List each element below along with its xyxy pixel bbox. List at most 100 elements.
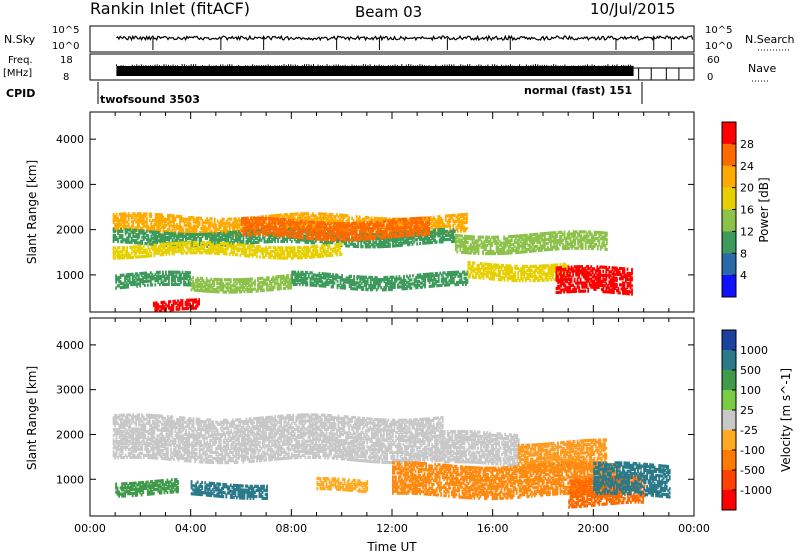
- data-cell: [198, 216, 201, 220]
- data-cell: [584, 242, 587, 246]
- data-cell: [337, 215, 340, 219]
- data-cell: [171, 250, 174, 254]
- data-cell: [583, 234, 586, 238]
- data-cell: [376, 228, 379, 232]
- data-cell: [126, 252, 128, 256]
- data-cell: [339, 246, 341, 250]
- data-cell: [148, 279, 151, 283]
- data-cell: [384, 240, 387, 244]
- data-cell: [336, 224, 338, 228]
- data-cell: [242, 221, 245, 225]
- data-cell: [360, 225, 363, 229]
- data-cell: [222, 248, 225, 252]
- data-cell: [482, 249, 484, 254]
- data-cell: [307, 214, 310, 218]
- data-cell: [194, 237, 196, 241]
- data-cell: [324, 252, 326, 256]
- data-cell: [550, 237, 552, 241]
- data-cell: [461, 250, 463, 254]
- data-cell: [556, 245, 558, 249]
- data-cell: [438, 219, 441, 223]
- data-cell: [455, 215, 458, 219]
- data-cell: [293, 248, 296, 252]
- data-cell: [231, 246, 234, 250]
- data-cell: [151, 230, 154, 234]
- data-cell: [497, 235, 499, 239]
- data-cell: [444, 214, 447, 218]
- data-cell: [476, 241, 478, 245]
- data-cell: [304, 228, 307, 232]
- data-cell: [286, 256, 289, 260]
- data-cell: [345, 228, 347, 232]
- data-cell: [299, 216, 302, 220]
- data-cell: [259, 216, 261, 220]
- data-cell: [167, 230, 169, 234]
- data-cell: [164, 239, 166, 243]
- data-cell: [304, 255, 307, 260]
- data-cell: [305, 230, 308, 234]
- data-cell: [497, 249, 499, 253]
- data-cell: [568, 236, 570, 240]
- data-cell: [281, 222, 284, 226]
- data-cell: [225, 246, 228, 250]
- data-cell: [298, 256, 301, 260]
- data-cell: [503, 249, 505, 253]
- data-cell: [210, 223, 213, 227]
- data-cell: [434, 221, 437, 225]
- data-cell: [525, 250, 528, 254]
- data-cell: [130, 238, 133, 242]
- data-cell: [263, 225, 266, 229]
- data-cell: [379, 245, 382, 249]
- data-cell: [201, 231, 204, 235]
- data-cell: [268, 221, 270, 225]
- data-cell: [569, 242, 572, 246]
- data-cell: [271, 225, 273, 229]
- data-cell: [281, 224, 284, 228]
- data-cell: [378, 217, 381, 221]
- data-cell: [513, 249, 516, 253]
- data-cell: [370, 226, 373, 231]
- data-cell: [254, 218, 257, 222]
- data-cell: [112, 252, 115, 256]
- data-cell: [491, 243, 493, 247]
- data-cell: [504, 251, 507, 255]
- data-cell: [553, 245, 555, 249]
- data-cell: [319, 246, 322, 250]
- data-cell: [389, 221, 391, 225]
- data-cell: [491, 235, 493, 239]
- data-cell: [153, 234, 156, 238]
- data-cell: [112, 229, 115, 233]
- data-cell: [186, 243, 189, 247]
- data-cell: [470, 251, 472, 255]
- data-cell: [256, 240, 258, 244]
- data-cell: [219, 225, 222, 229]
- data-cell: [473, 235, 475, 239]
- data-cell: [444, 233, 447, 238]
- data-cell: [142, 231, 145, 235]
- data-cell: [389, 231, 391, 235]
- data-cell: [355, 244, 358, 249]
- data-cell: [447, 233, 450, 237]
- data-cell: [446, 237, 449, 242]
- data-cell: [159, 221, 162, 225]
- data-cell: [495, 245, 498, 249]
- data-cell: [551, 245, 554, 249]
- data-cell: [503, 245, 505, 249]
- data-cell: [227, 242, 230, 246]
- data-cell: [310, 234, 313, 239]
- data-cell: [130, 247, 133, 251]
- data-cell: [186, 245, 189, 249]
- data-cell: [158, 217, 160, 221]
- data-cell: [197, 222, 199, 226]
- data-cell: [420, 216, 423, 220]
- data-cell: [194, 251, 196, 255]
- data-cell: [141, 222, 144, 226]
- data-cell: [154, 214, 157, 219]
- data-cell: [399, 234, 402, 238]
- data-cell: [138, 233, 141, 237]
- data-cell: [402, 237, 405, 241]
- data-cell: [547, 231, 549, 235]
- data-cell: [404, 239, 406, 243]
- data-cell: [212, 223, 215, 227]
- data-cell: [435, 219, 438, 223]
